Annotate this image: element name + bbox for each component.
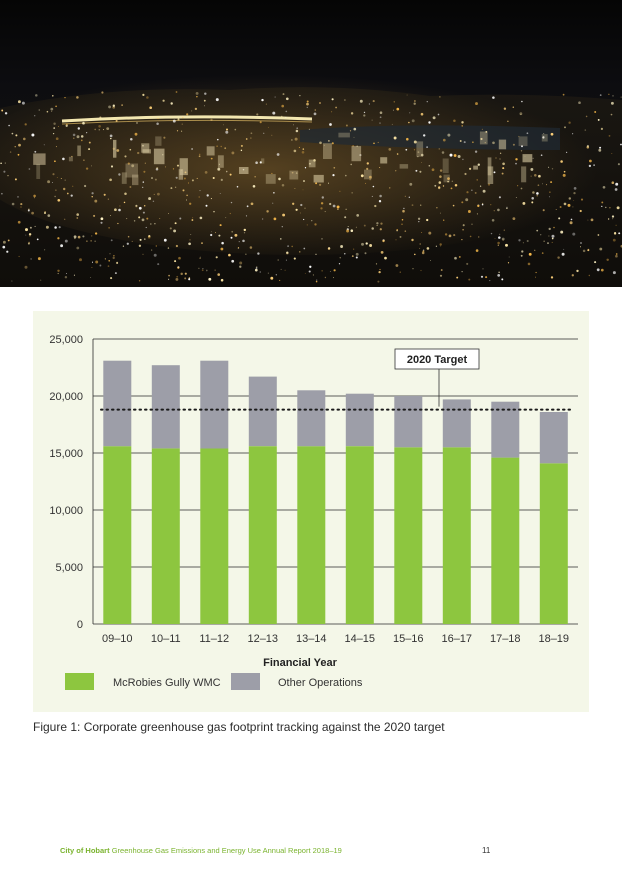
y-tick-label: 0 xyxy=(77,619,83,631)
x-tick-label: 18–19 xyxy=(538,633,569,645)
bar-mcrobies-gully xyxy=(297,446,326,624)
x-tick-label: 11–12 xyxy=(199,633,229,645)
footer-org: City of Hobart xyxy=(60,846,110,855)
bar-other-operations xyxy=(442,399,471,448)
y-tick-label: 10,000 xyxy=(49,505,83,517)
legend-swatch xyxy=(231,673,260,690)
x-tick-label: 17–18 xyxy=(490,633,521,645)
target-label: 2020 Target xyxy=(407,354,468,366)
bar-mcrobies-gully xyxy=(103,446,132,624)
bar-other-operations xyxy=(297,390,326,447)
bar-mcrobies-gully xyxy=(491,457,520,624)
y-tick-label: 5,000 xyxy=(55,562,83,574)
legend-label: McRobies Gully WMC xyxy=(113,677,221,689)
hobart-night-cityscape-photo xyxy=(0,0,622,287)
legend-label: Other Operations xyxy=(278,677,363,689)
y-tick-label: 20,000 xyxy=(49,391,83,403)
bar-other-operations xyxy=(394,396,423,448)
bar-mcrobies-gully xyxy=(345,446,374,624)
x-axis-title: Financial Year xyxy=(263,657,338,669)
bar-other-operations xyxy=(151,365,180,449)
bar-mcrobies-gully xyxy=(200,448,229,624)
x-tick-label: 09–10 xyxy=(102,633,133,645)
footer-title: Greenhouse Gas Emissions and Energy Use … xyxy=(111,846,342,855)
bar-other-operations xyxy=(491,401,520,458)
legend-swatch xyxy=(65,673,94,690)
figure-caption: Figure 1: Corporate greenhouse gas footp… xyxy=(33,720,445,734)
y-tick-label: 15,000 xyxy=(49,448,83,460)
bridge xyxy=(61,115,313,123)
page-number: 11 xyxy=(482,846,491,855)
bar-mcrobies-gully xyxy=(151,448,180,624)
bar-other-operations xyxy=(248,376,277,447)
footer: City of Hobart Greenhouse Gas Emissions … xyxy=(60,846,500,855)
bar-other-operations xyxy=(539,412,568,464)
bar-mcrobies-gully xyxy=(442,447,471,624)
bar-other-operations xyxy=(200,360,229,449)
bar-mcrobies-gully xyxy=(394,447,423,624)
city-lights xyxy=(0,91,622,283)
x-tick-label: 10–11 xyxy=(151,633,181,645)
bar-other-operations xyxy=(345,393,374,447)
x-tick-label: 13–14 xyxy=(296,633,327,645)
chart-panel: 0 5,000 10,000 15,000 20,000 25,000 09–10 10–11… xyxy=(33,311,589,712)
x-tick-label: 14–15 xyxy=(344,633,375,645)
bar-other-operations xyxy=(103,360,132,447)
target-label-box xyxy=(394,348,480,370)
y-tick-label: 25,000 xyxy=(49,334,83,346)
x-tick-label: 15–16 xyxy=(393,633,424,645)
x-tick-label: 12–13 xyxy=(247,633,278,645)
bar-mcrobies-gully xyxy=(248,446,277,624)
emissions-bar-chart: 0 5,000 10,000 15,000 20,000 25,000 09–10 10–11… xyxy=(49,334,578,690)
bar-mcrobies-gully xyxy=(539,463,568,624)
x-tick-label: 16–17 xyxy=(441,633,472,645)
